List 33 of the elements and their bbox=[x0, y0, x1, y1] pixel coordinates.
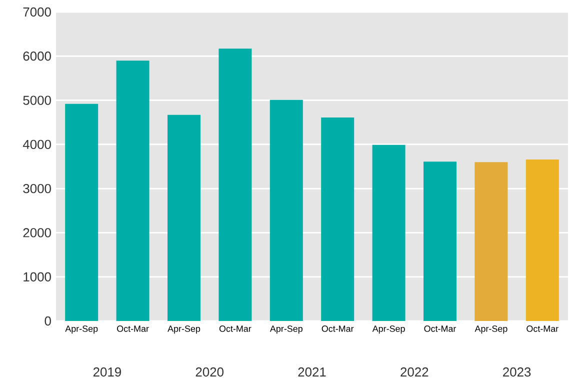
bar bbox=[270, 100, 303, 321]
y-tick-label: 0 bbox=[44, 316, 51, 326]
bar bbox=[65, 104, 98, 321]
x-tick-label: Oct-Mar bbox=[219, 326, 252, 332]
bar bbox=[321, 118, 354, 321]
bar bbox=[116, 60, 150, 321]
x-tick-label: Apr-Sep bbox=[168, 326, 200, 334]
bar bbox=[424, 162, 456, 321]
bar bbox=[474, 162, 508, 321]
x-tick-label: Oct-Mar bbox=[322, 326, 354, 332]
y-tick-label: 1000 bbox=[24, 272, 51, 282]
y-tick-label: 3000 bbox=[23, 184, 51, 194]
y-tick-label: 7000 bbox=[23, 7, 51, 17]
x-tick-label: Oct-Mar bbox=[424, 326, 456, 332]
x-tick-label: Apr-Sep bbox=[372, 326, 405, 334]
bar bbox=[372, 144, 406, 321]
text: 2022 bbox=[400, 367, 428, 377]
text: 2019 bbox=[93, 367, 121, 377]
x-tick-label: Oct-Mar bbox=[526, 326, 558, 332]
y-tick-label: 2000 bbox=[23, 228, 51, 238]
text: 2021 bbox=[298, 367, 326, 377]
y-tick-label: 4000 bbox=[22, 140, 51, 150]
bar bbox=[526, 159, 559, 321]
x-tick-label: Oct-Mar bbox=[117, 326, 149, 332]
text: 2020 bbox=[196, 367, 224, 377]
bar bbox=[218, 48, 252, 321]
y-tick-label: 6000 bbox=[23, 52, 51, 61]
x-tick-label: Apr-Sep bbox=[270, 326, 302, 334]
y-tick-label: 5000 bbox=[23, 96, 51, 105]
bar bbox=[168, 114, 200, 321]
x-tick-label: Apr-Sep bbox=[474, 326, 508, 334]
x-tick-label: Apr-Sep bbox=[65, 326, 98, 334]
text: 2023 bbox=[503, 367, 531, 377]
